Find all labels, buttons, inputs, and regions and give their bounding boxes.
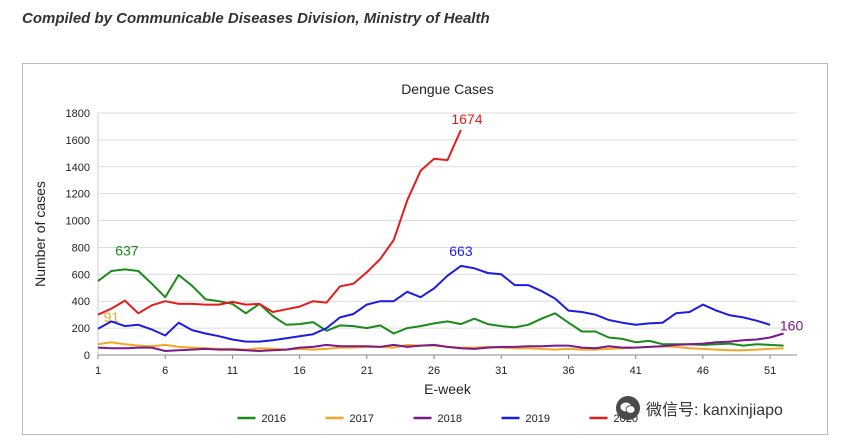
- x-tick-label: 26: [428, 365, 440, 377]
- y-tick-label: 1000: [66, 216, 90, 228]
- wechat-icon: [616, 396, 640, 420]
- chart-title: Dengue Cases: [401, 81, 494, 97]
- x-axis-label: E-week: [424, 381, 472, 397]
- x-tick-label: 46: [697, 365, 709, 377]
- x-tick-label: 51: [764, 365, 776, 377]
- data-label-2019: 663: [449, 243, 473, 259]
- y-tick-label: 0: [84, 350, 90, 362]
- legend-label-2019: 2019: [526, 413, 550, 425]
- x-tick-label: 41: [630, 365, 642, 377]
- watermark: 微信号: kanxinjiapo: [616, 395, 856, 421]
- series-line-2018: [97, 332, 784, 352]
- y-tick-label: 600: [72, 269, 90, 281]
- y-tick-label: 1400: [66, 162, 90, 174]
- series-line-2016: [97, 268, 784, 347]
- x-tick-label: 21: [361, 365, 373, 377]
- y-axis-label: Number of cases: [32, 181, 48, 287]
- data-label-2018: 160: [780, 317, 804, 333]
- x-tick-label: 16: [294, 365, 306, 377]
- data-label-2016: 637: [115, 242, 139, 258]
- y-tick-label: 1600: [66, 135, 90, 147]
- data-label-2020: 1674: [451, 111, 482, 127]
- legend-label-2017: 2017: [350, 413, 374, 425]
- y-tick-label: 1800: [66, 108, 90, 120]
- x-tick-label: 31: [495, 365, 507, 377]
- data-label-2017: 91: [104, 309, 120, 325]
- x-tick-label: 1: [95, 365, 101, 377]
- x-tick-label: 11: [227, 365, 238, 377]
- dengue-chart: Dengue Cases 0 200 400 600 800 1000 1200 1400 160…: [32, 81, 804, 425]
- y-tick-label: 400: [72, 296, 90, 308]
- source-caption: Compiled by Communicable Diseases Divisi…: [22, 10, 490, 27]
- legend-label-2016: 2016: [262, 413, 286, 425]
- legend-label-2018: 2018: [438, 413, 462, 425]
- x-tick-label: 36: [562, 365, 574, 377]
- series-line-2019: [97, 264, 771, 343]
- chart-frame: Dengue Cases 0 200 400 600 800 1000 1200 1400 160…: [22, 63, 828, 435]
- series-line-2020: [97, 129, 462, 316]
- x-tick-label: 6: [162, 365, 168, 377]
- watermark-text: 微信号: kanxinjiapo: [646, 402, 783, 419]
- y-tick-label: 1200: [66, 189, 90, 201]
- y-tick-label: 800: [72, 242, 90, 254]
- y-tick-label: 200: [72, 323, 90, 335]
